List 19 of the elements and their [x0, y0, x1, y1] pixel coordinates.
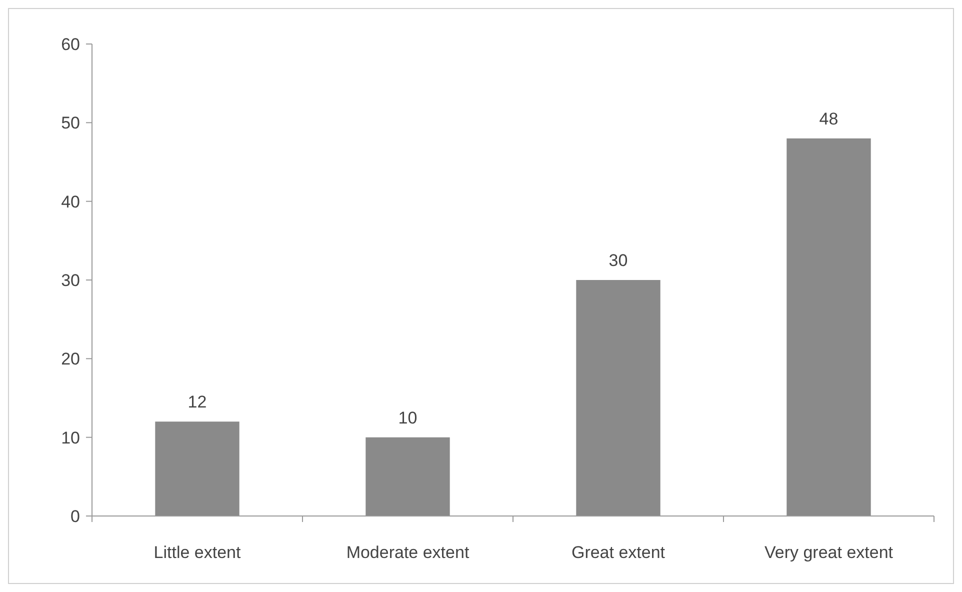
- x-tick-label: Great extent: [571, 543, 666, 562]
- x-tick-label: Moderate extent: [346, 543, 470, 562]
- y-tick-label: 60: [61, 34, 80, 54]
- data-label: 30: [608, 251, 628, 270]
- data-label: 12: [188, 392, 207, 412]
- data-label: 10: [398, 408, 418, 428]
- bar: [366, 437, 450, 516]
- data-label: 48: [819, 109, 838, 128]
- y-tick-label: 0: [70, 506, 80, 526]
- y-tick-label: 20: [61, 350, 80, 369]
- bar: [576, 280, 660, 516]
- y-tick-label: 10: [61, 428, 80, 448]
- bar: [155, 422, 240, 516]
- bar: [786, 138, 871, 516]
- x-tick-label: Little extent: [154, 543, 241, 562]
- y-tick-label: 40: [61, 192, 80, 212]
- y-tick-label: 30: [61, 270, 80, 290]
- y-tick-label: 50: [61, 114, 80, 133]
- x-tick-label: Very great extent: [764, 543, 894, 562]
